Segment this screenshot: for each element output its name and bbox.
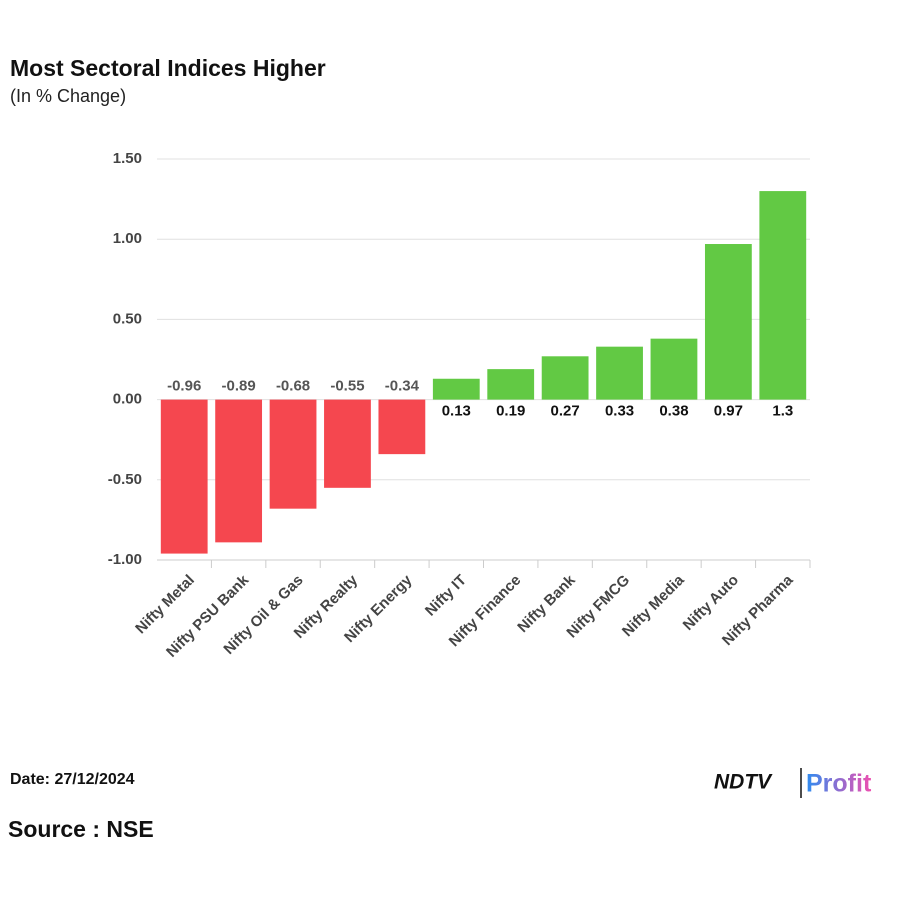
- bar: [596, 346, 643, 400]
- y-tick-label: 0.00: [113, 391, 142, 408]
- y-tick-label: 0.50: [113, 310, 142, 327]
- bar: [759, 191, 807, 400]
- y-tick-label: -0.50: [108, 471, 142, 488]
- bar: [160, 399, 208, 554]
- source: Source : NSE: [8, 816, 154, 842]
- value-label: 1.3: [772, 403, 793, 420]
- logo-ndtv: NDTV: [714, 771, 773, 794]
- bar: [650, 338, 698, 400]
- chart-title: Most Sectoral Indices Higher: [10, 55, 326, 81]
- value-label: -0.55: [330, 378, 364, 395]
- value-label: 0.27: [551, 403, 580, 420]
- value-label: 0.19: [496, 403, 525, 420]
- value-label: 0.33: [605, 403, 634, 420]
- bar: [432, 378, 480, 400]
- date: Date: 27/12/2024: [10, 771, 135, 788]
- value-label: -0.68: [276, 378, 310, 395]
- y-tick-label: -1.00: [108, 551, 142, 568]
- bar: [215, 399, 263, 543]
- y-tick-label: 1.00: [113, 230, 142, 247]
- value-label: 0.38: [659, 403, 688, 420]
- bar: [704, 244, 752, 400]
- bar: [324, 399, 371, 488]
- value-label: -0.96: [167, 378, 201, 395]
- chart-subtitle: (In % Change): [10, 86, 126, 106]
- value-label: 0.97: [714, 403, 743, 420]
- x-tick-label: Nifty IT: [422, 572, 470, 620]
- bar: [378, 399, 426, 455]
- value-label: -0.89: [222, 378, 256, 395]
- bar: [487, 369, 535, 400]
- logo-profit: Profit: [806, 770, 872, 798]
- y-tick-label: 1.50: [113, 150, 142, 167]
- bar: [269, 399, 317, 509]
- bar: [541, 356, 589, 400]
- value-label: -0.34: [385, 378, 420, 395]
- value-label: 0.13: [442, 403, 471, 420]
